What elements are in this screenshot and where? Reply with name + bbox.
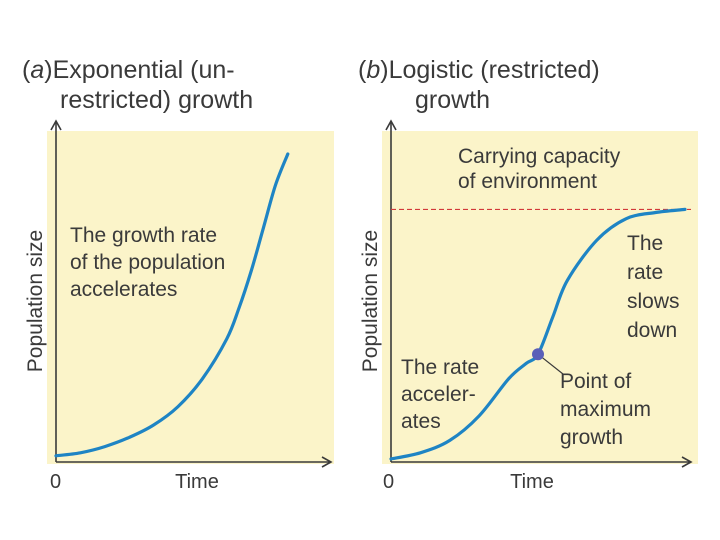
panel-b-max-growth-point bbox=[532, 348, 544, 361]
panel-b: (b)Logistic (restricted) growth Populati… bbox=[358, 56, 698, 493]
panel-b-x-tick-0: 0 bbox=[383, 471, 394, 493]
panel-a-x-tick-0: 0 bbox=[50, 471, 61, 493]
panel-a-x-arrow bbox=[321, 456, 333, 468]
panel-b-title-line2: growth bbox=[415, 86, 490, 114]
panel-b-max-growth-label: Point of maximum growth bbox=[560, 370, 657, 449]
panel-a-title-line1: (a)Exponential (un- bbox=[22, 56, 235, 84]
panel-a-exponential-curve bbox=[54, 152, 290, 458]
panel-a-y-arrow bbox=[50, 119, 62, 131]
panel-a-y-label: Population size bbox=[24, 230, 47, 372]
panel-b-title-line1: (b)Logistic (restricted) bbox=[358, 56, 600, 84]
panel-a: (a)Exponential (un- restricted) growth P… bbox=[22, 56, 334, 493]
panel-a-annotation: The growth rate of the population accele… bbox=[70, 224, 231, 301]
panel-b-carrying-capacity-label: Carrying capacity of environment bbox=[458, 145, 626, 193]
panel-b-plot-area bbox=[382, 131, 698, 464]
panel-b-y-label: Population size bbox=[359, 230, 382, 372]
panel-b-y-arrow bbox=[385, 119, 397, 131]
panel-a-x-label: Time bbox=[175, 471, 219, 493]
panel-b-accelerate-label: The rate acceler- ates bbox=[401, 356, 485, 433]
panel-a-title-line2: restricted) growth bbox=[60, 86, 253, 114]
panel-b-slowdown-label: The rate slows down bbox=[627, 232, 685, 342]
panel-b-x-arrow bbox=[681, 456, 693, 468]
panel-a-plot-area bbox=[47, 131, 334, 464]
panel-b-x-label: Time bbox=[510, 471, 554, 493]
